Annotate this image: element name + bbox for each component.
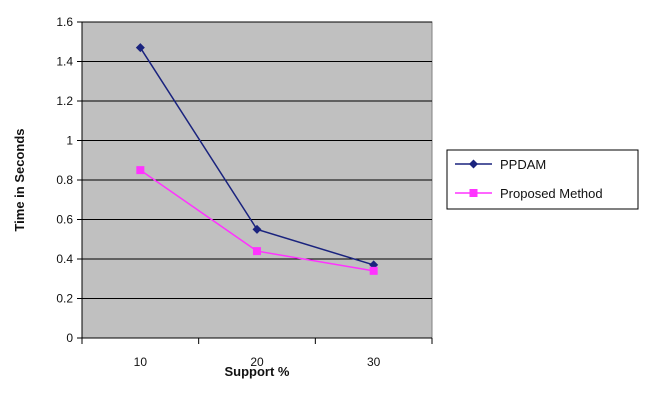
legend-marker-square xyxy=(469,189,478,197)
y-tick-label: 0.6 xyxy=(56,213,73,227)
data-point-square xyxy=(369,266,378,275)
data-point-square xyxy=(136,166,145,175)
y-tick-label: 1.4 xyxy=(56,55,73,69)
x-tick-label: 20 xyxy=(250,355,264,369)
y-tick-label: 0.4 xyxy=(56,252,73,266)
legend: PPDAM Proposed Method xyxy=(446,149,639,210)
data-point-diamond xyxy=(252,224,262,234)
y-tick-label: 0.2 xyxy=(56,292,73,306)
y-tick-label: 0.8 xyxy=(56,173,73,187)
data-point-diamond xyxy=(135,43,145,53)
x-tick-label: 30 xyxy=(367,355,381,369)
y-axis-title: Time in Seconds xyxy=(12,128,27,231)
series-group xyxy=(135,43,379,275)
y-tick-label: 1.6 xyxy=(56,15,73,29)
x-tick-label: 10 xyxy=(134,355,148,369)
data-point-square xyxy=(253,247,261,256)
legend-marker-diamond xyxy=(469,159,478,169)
legend-label-proposed: Proposed Method xyxy=(500,186,603,201)
x-axis-ticks: 10 20 30 xyxy=(81,338,433,369)
legend-box xyxy=(446,149,639,210)
x-axis-title: Support % xyxy=(225,364,290,379)
y-axis-ticks: 0 0.2 0.4 0.6 0.8 1 1.2 1.4 1.6 xyxy=(56,15,82,345)
y-tick-label: 0 xyxy=(66,331,73,345)
y-tick-label: 1 xyxy=(66,134,73,148)
y-tick-label: 1.2 xyxy=(56,94,73,108)
legend-label-ppdam: PPDAM xyxy=(500,157,546,172)
gridlines xyxy=(82,21,432,299)
